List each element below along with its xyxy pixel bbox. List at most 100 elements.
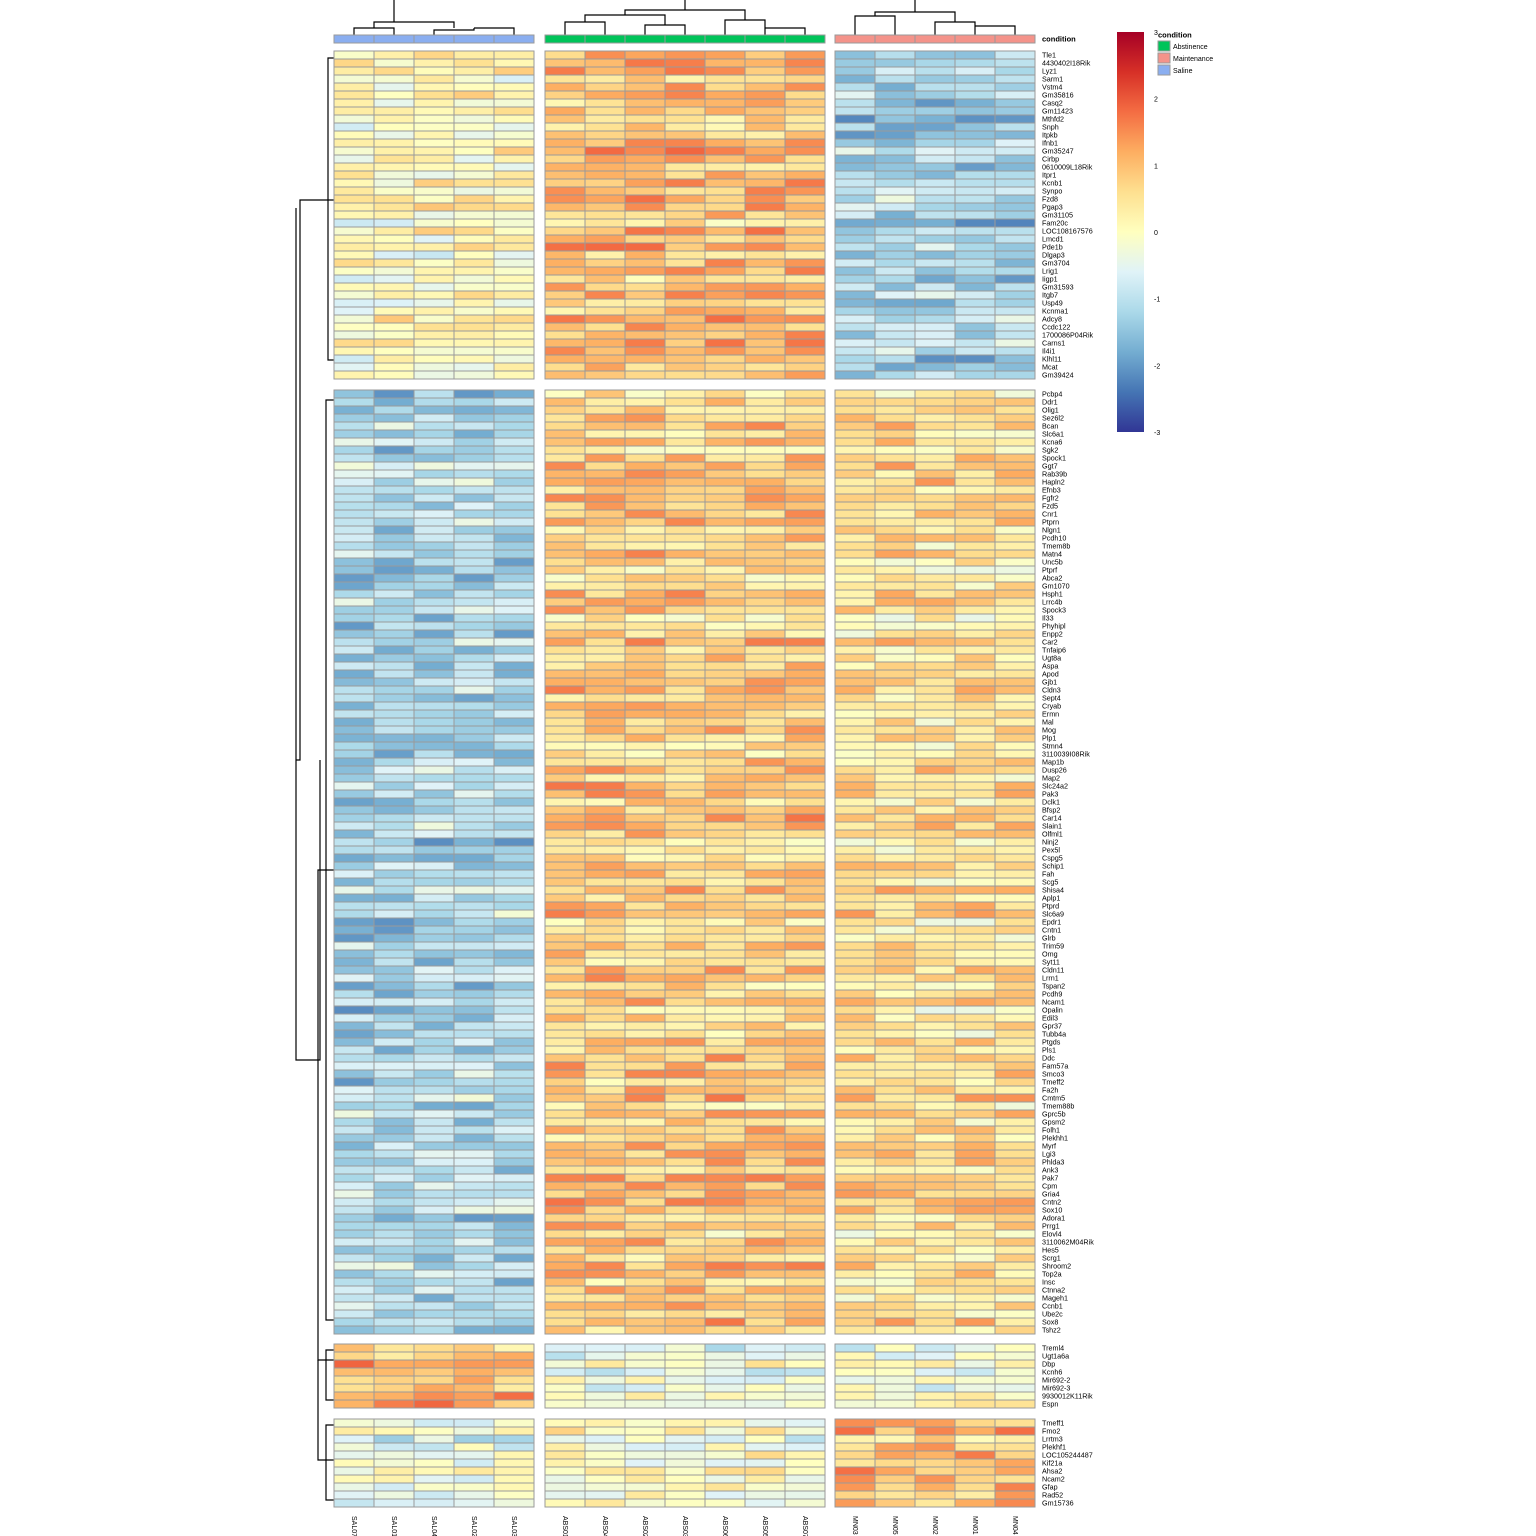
annotation-cell [834,34,876,44]
heatmap-cell [994,989,1036,999]
heatmap-cell [493,941,535,951]
heatmap-cell [914,1005,956,1015]
heatmap-cell [544,1351,586,1361]
annotation-cell [453,34,495,44]
heatmap-cell [333,1213,375,1223]
heatmap-cell [784,1309,826,1319]
row-label: Ccdc122 [1042,323,1070,332]
heatmap-cell [744,242,786,252]
heatmap-cell [453,130,495,140]
heatmap-cell [954,821,996,831]
heatmap-cell [834,613,876,623]
heatmap-cell [834,709,876,719]
heatmap-cell [914,685,956,695]
heatmap-cell [914,477,956,487]
heatmap-cell [373,1237,415,1247]
heatmap-cell [994,1045,1036,1055]
heatmap-cell [834,1490,876,1500]
heatmap-cell [544,1141,586,1151]
heatmap-cell [413,1466,455,1476]
heatmap-cell [914,789,956,799]
heatmap-cell [994,701,1036,711]
heatmap-cell [453,74,495,84]
heatmap-cell [373,605,415,615]
heatmap-cell [333,58,375,68]
heatmap-cell [493,1229,535,1239]
heatmap-cell [544,330,586,340]
heatmap-cell [994,298,1036,308]
heatmap-cell [994,605,1036,615]
heatmap-cell [784,1490,826,1500]
heatmap-cell [453,250,495,260]
heatmap-cell [834,805,876,815]
heatmap-cell [704,1085,746,1095]
heatmap-cell [914,621,956,631]
heatmap-cell [784,250,826,260]
heatmap-cell [834,701,876,711]
heatmap-cell [954,250,996,260]
heatmap-cell [373,178,415,188]
heatmap-cell [704,741,746,751]
heatmap-cell [453,925,495,935]
heatmap-cell [493,933,535,943]
heatmap-cell [664,597,706,607]
heatmap-cell [413,1237,455,1247]
heatmap-cell [704,138,746,148]
heatmap-cell [624,194,666,204]
heatmap-cell [994,1343,1036,1353]
heatmap-cell [954,581,996,591]
row-label: Map2 [1042,774,1060,783]
heatmap-cell [874,1418,916,1428]
heatmap-cell [664,949,706,959]
heatmap-cell [493,250,535,260]
heatmap-cell [954,1301,996,1311]
annotation-cell [914,34,956,44]
heatmap-cell [914,1277,956,1287]
heatmap-cell [834,1197,876,1207]
heatmap-cell [333,1109,375,1119]
heatmap-cell [664,274,706,284]
heatmap-cell [784,1221,826,1231]
heatmap-cell [834,50,876,60]
heatmap-cell [544,821,586,831]
heatmap-cell [744,933,786,943]
heatmap-cell [373,877,415,887]
heatmap-cell [544,789,586,799]
heatmap-cell [333,1253,375,1263]
heatmap-cell [373,1013,415,1023]
heatmap-cell [373,565,415,575]
heatmap-cell [413,685,455,695]
heatmap-cell [994,1221,1036,1231]
heatmap-cell [584,853,626,863]
heatmap-cell [373,621,415,631]
heatmap-cell [373,1367,415,1377]
heatmap-cell [664,1133,706,1143]
heatmap-cell [584,1101,626,1111]
heatmap-cell [664,637,706,647]
heatmap-cell [413,202,455,212]
heatmap-cell [584,1309,626,1319]
heatmap-cell [584,1450,626,1460]
row-label: Casq2 [1042,99,1063,108]
heatmap-cell [784,653,826,663]
heatmap-cell [544,346,586,356]
heatmap-cell [333,1077,375,1087]
row-label: Slc6a9 [1042,910,1064,919]
heatmap-cell [744,869,786,879]
heatmap-cell [994,557,1036,567]
heatmap-cell [954,885,996,895]
heatmap-cell [493,725,535,735]
heatmap-cell [333,1117,375,1127]
heatmap-cell [954,501,996,511]
heatmap-cell [704,1117,746,1127]
heatmap-cell [373,725,415,735]
heatmap-cell [994,909,1036,919]
heatmap-cell [544,685,586,695]
heatmap-cell [994,1069,1036,1079]
row-label: Spock3 [1042,606,1066,615]
heatmap-cell [544,621,586,631]
heatmap-cell [914,869,956,879]
heatmap-cell [413,1085,455,1095]
heatmap-cell [413,218,455,228]
heatmap-cell [994,1157,1036,1167]
